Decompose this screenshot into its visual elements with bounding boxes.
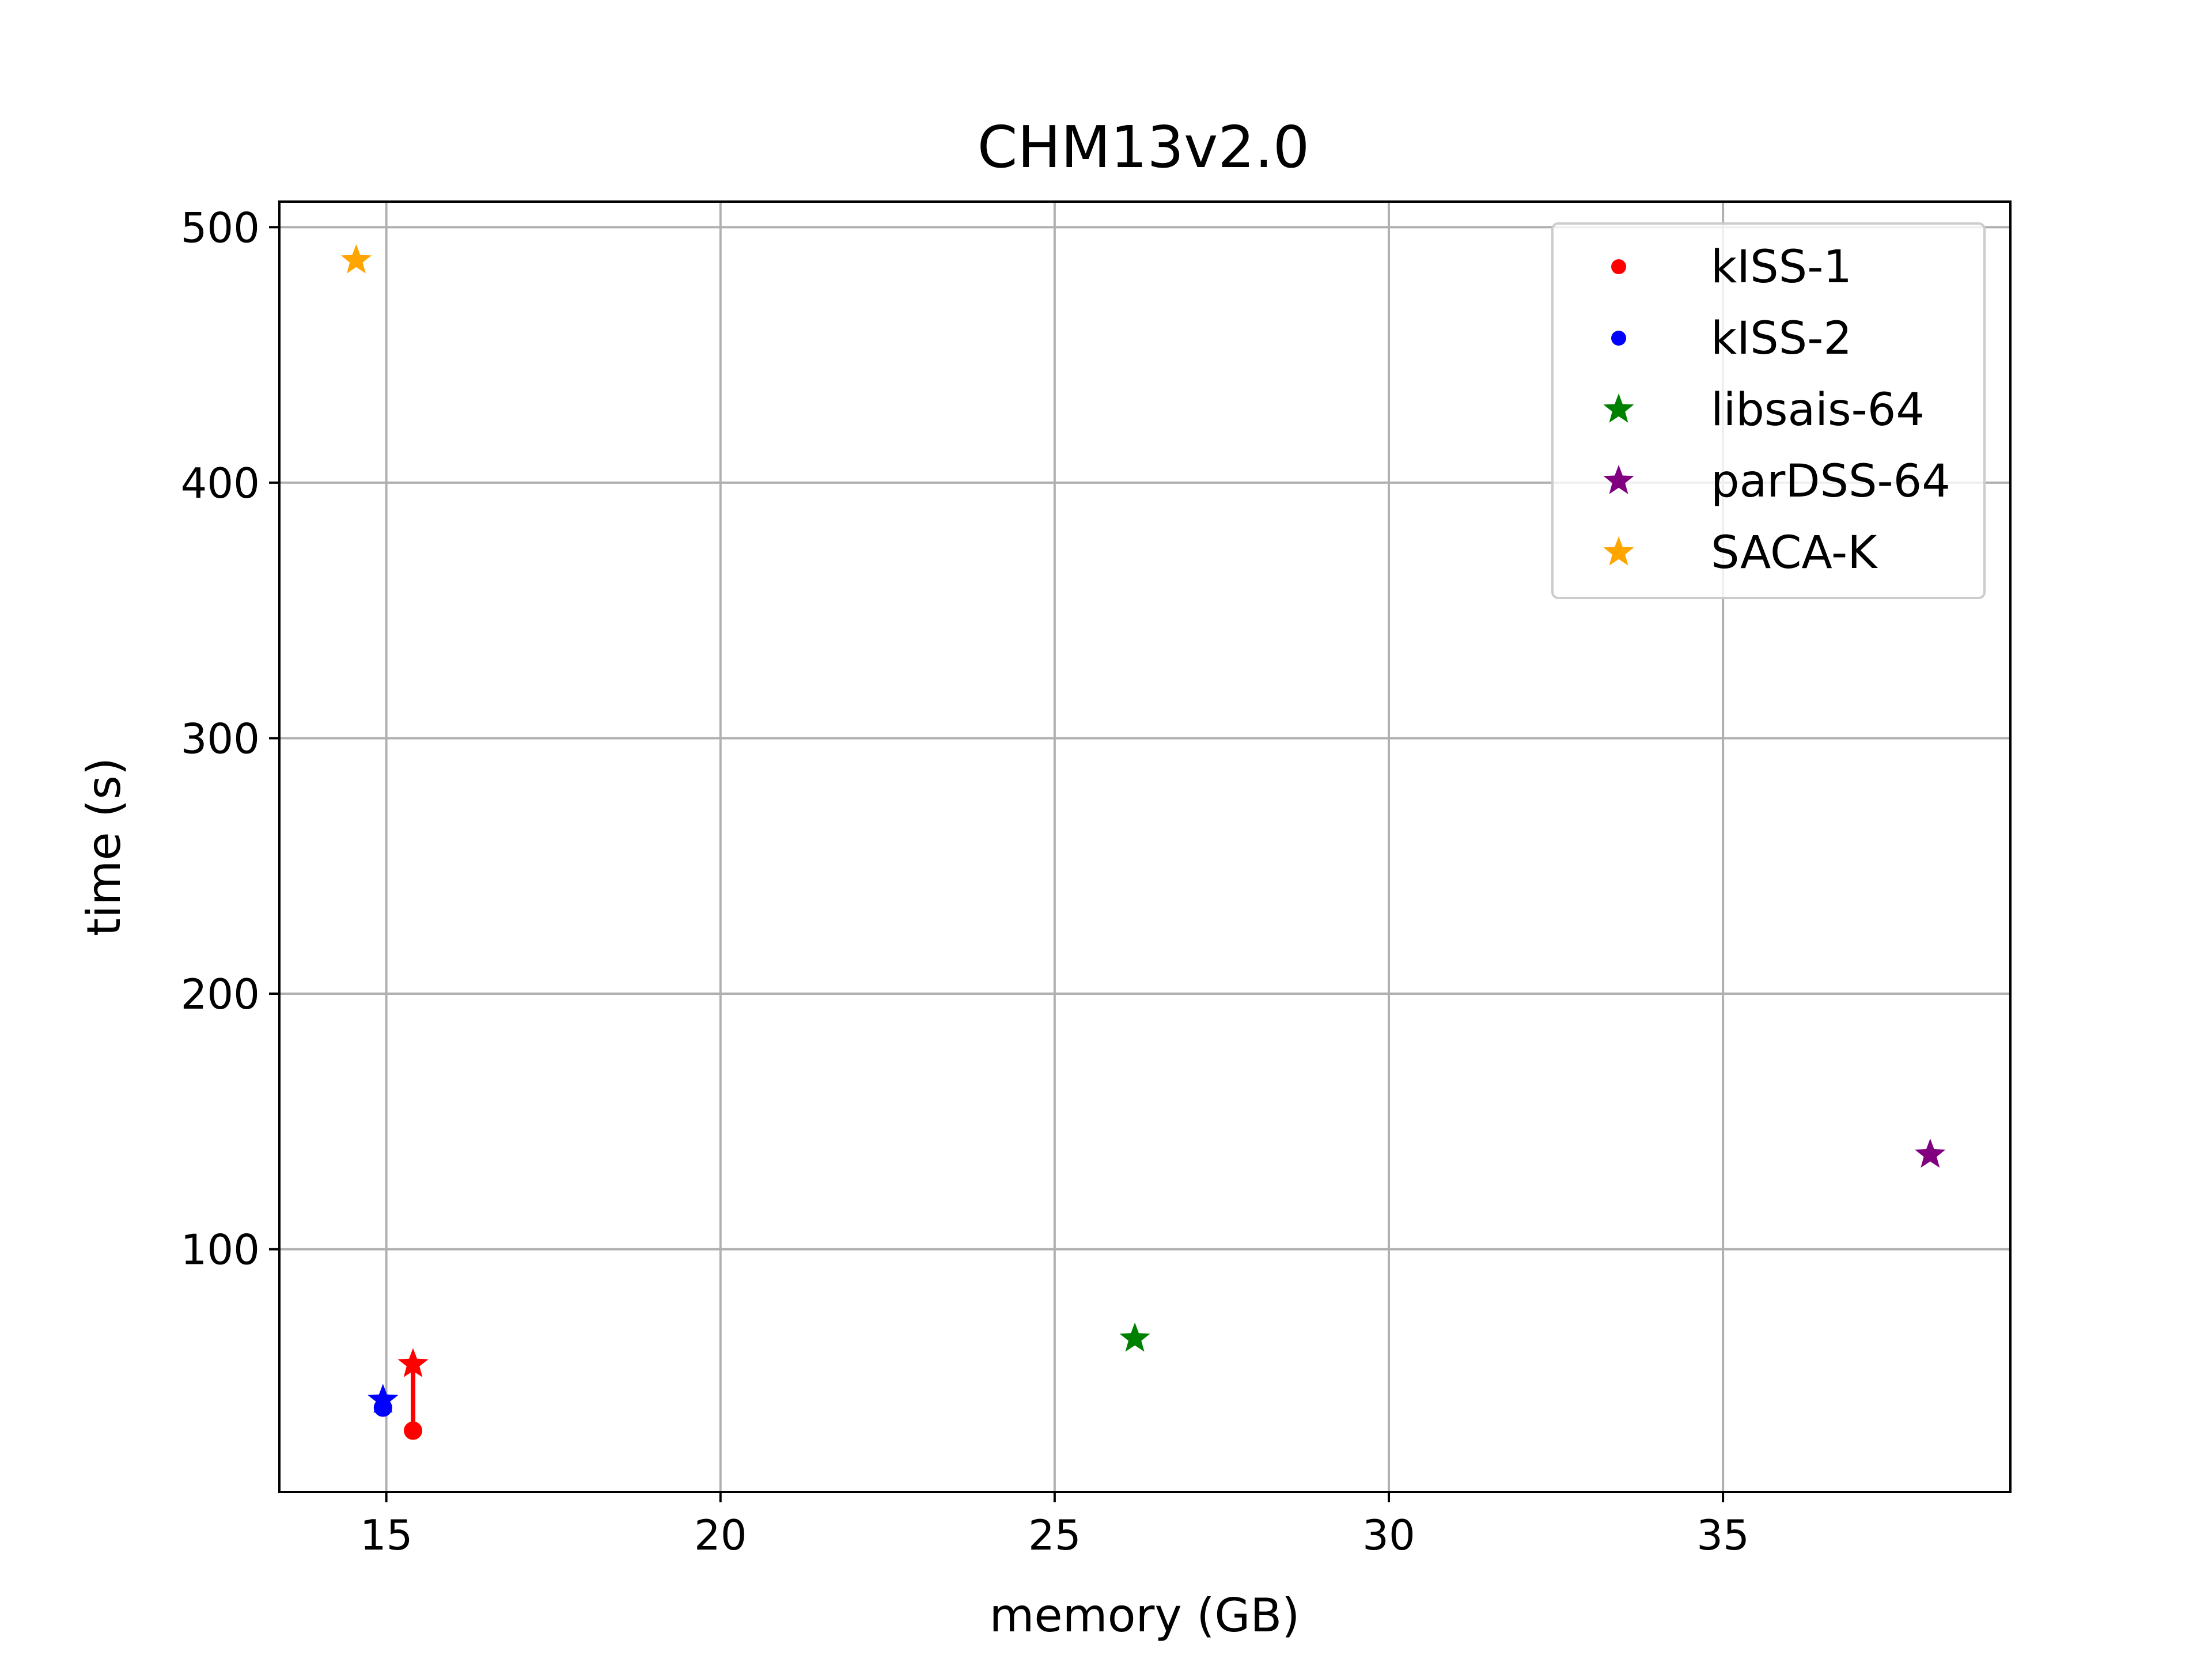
legend-marker bbox=[1603, 393, 1634, 423]
y-tick-label: 500 bbox=[181, 203, 260, 252]
data-point bbox=[373, 1398, 392, 1417]
legend-label: kISS-1 bbox=[1711, 241, 1852, 293]
y-tick-label: 200 bbox=[181, 970, 260, 1018]
legend-marker bbox=[1611, 331, 1626, 346]
connector-end-star bbox=[397, 1348, 429, 1377]
legend-marker bbox=[1603, 465, 1634, 494]
chart-title: CHM13v2.0 bbox=[978, 113, 1310, 181]
data-point bbox=[1119, 1322, 1150, 1352]
data-point bbox=[404, 1421, 423, 1440]
plot-frame bbox=[278, 200, 2012, 1493]
axis-ticks: 15 20 25 30 35 100 200 300 400 500 bbox=[181, 203, 1749, 1559]
legend-label: kISS-2 bbox=[1711, 313, 1852, 365]
x-tick-label: 15 bbox=[360, 1511, 413, 1559]
data-point bbox=[340, 244, 372, 274]
x-axis-label: memory (GB) bbox=[990, 1589, 1300, 1642]
legend-label: SACA-K bbox=[1711, 527, 1878, 579]
y-tick-label: 100 bbox=[181, 1226, 260, 1274]
x-tick-label: 20 bbox=[694, 1511, 747, 1559]
data-point bbox=[1915, 1138, 1946, 1168]
legend-label: libsais-64 bbox=[1711, 384, 1925, 436]
y-tick-label: 400 bbox=[181, 459, 260, 507]
legend-marker bbox=[1611, 259, 1626, 274]
x-tick-label: 30 bbox=[1362, 1511, 1415, 1559]
legend-marker bbox=[1603, 536, 1634, 566]
legend: kISS-1 kISS-2 libsais-64 parDSS-64 SACA-K bbox=[1551, 222, 1986, 599]
x-tick-label: 35 bbox=[1696, 1511, 1749, 1559]
legend-box bbox=[1551, 222, 1986, 599]
x-tick-label: 25 bbox=[1028, 1511, 1081, 1559]
legend-label: parDSS-64 bbox=[1711, 456, 1950, 507]
y-tick-label: 300 bbox=[181, 714, 260, 763]
data-layer bbox=[340, 244, 1946, 1440]
y-axis-label: time (s) bbox=[77, 757, 131, 936]
